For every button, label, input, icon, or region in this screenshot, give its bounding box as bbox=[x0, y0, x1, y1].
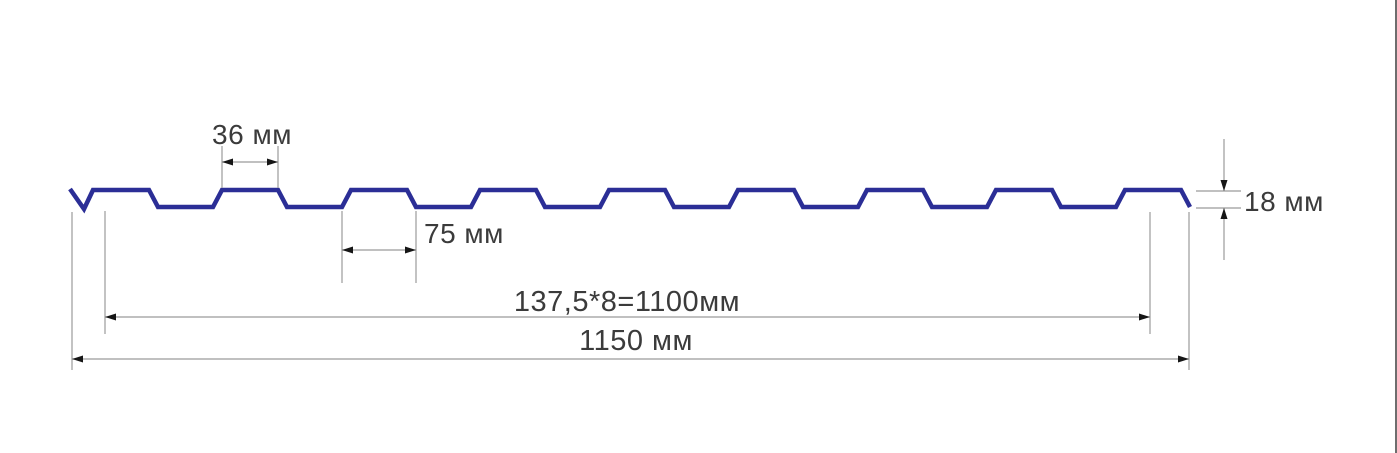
profile-height-label: 18 мм bbox=[1244, 186, 1324, 217]
module-width-label: 137,5*8=1100мм bbox=[514, 286, 740, 318]
arrowhead-left-icon bbox=[105, 313, 116, 321]
overall-width-label: 1150 мм bbox=[579, 325, 693, 357]
sheet-profile-line bbox=[68, 187, 1192, 214]
rib-bottom-width-label: 75 мм bbox=[424, 218, 504, 249]
arrowhead-right-icon bbox=[267, 158, 278, 166]
rib-top-width-label: 36 мм bbox=[212, 119, 292, 150]
arrowhead-right-icon bbox=[405, 246, 416, 254]
arrowhead-left-icon bbox=[342, 246, 353, 254]
dim-rib-top-width: 36 мм bbox=[212, 119, 292, 188]
arrowhead-left-icon bbox=[222, 158, 233, 166]
dim-overall-width: 1150 мм bbox=[71, 212, 1190, 370]
dim-rib-bottom-width: 75 мм bbox=[341, 211, 504, 283]
arrowhead-up-icon bbox=[1220, 208, 1228, 219]
arrowhead-left-icon bbox=[72, 355, 83, 363]
dim-profile-height: 18 мм bbox=[1196, 139, 1324, 260]
dim-module-width: 137,5*8=1100мм bbox=[104, 211, 1151, 334]
image-right-border bbox=[1395, 0, 1397, 453]
arrowhead-right-icon bbox=[1178, 355, 1189, 363]
arrowhead-right-icon bbox=[1139, 313, 1150, 321]
arrowhead-down-icon bbox=[1220, 180, 1228, 191]
